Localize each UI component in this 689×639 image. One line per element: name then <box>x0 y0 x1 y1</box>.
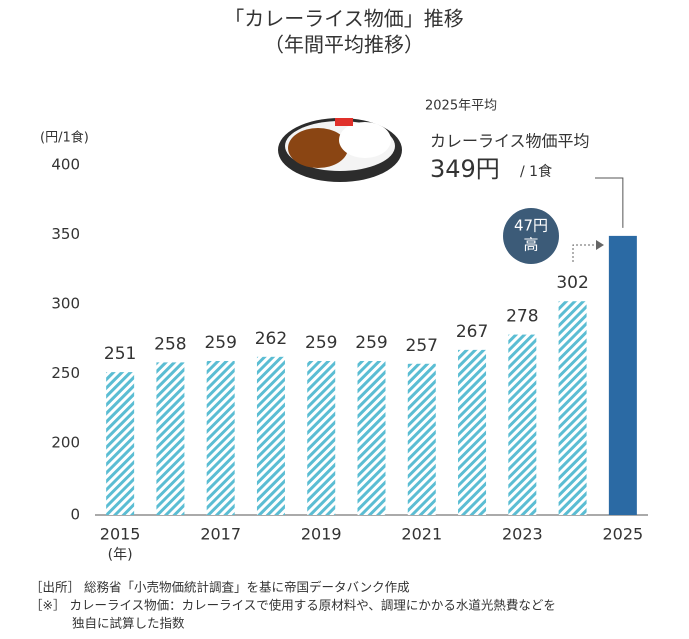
x-tick-label: 2025 <box>603 525 644 544</box>
chart-subtitle: （年間平均推移） <box>264 33 424 57</box>
curry <box>288 128 348 168</box>
curry-illustration <box>278 118 402 182</box>
data-label: 278 <box>506 307 538 327</box>
y-tick-label: 250 <box>51 364 80 382</box>
x-axis-label: (年) <box>108 547 133 563</box>
data-label: 262 <box>255 329 287 349</box>
data-label: 257 <box>406 336 438 356</box>
data-label: 259 <box>204 333 236 353</box>
bar <box>106 372 135 515</box>
data-label: 267 <box>456 322 488 342</box>
y-tick-label: 400 <box>51 156 80 174</box>
x-tick-label: 2017 <box>200 525 241 544</box>
bar <box>407 363 436 515</box>
y-axis-label: (円/1食) <box>40 130 89 146</box>
x-tick-label: 2015 <box>100 525 141 544</box>
callout-unit: / 1食 <box>520 163 552 180</box>
callout-name: カレーライス物価平均 <box>430 132 590 151</box>
rice <box>339 122 391 158</box>
x-tick-label: 2019 <box>301 525 342 544</box>
badge-arrow-head <box>596 240 604 250</box>
note: 独自に試算した指数 <box>72 616 185 631</box>
data-label: 251 <box>104 344 136 364</box>
data-label: 259 <box>355 333 387 353</box>
chart-title: 「カレーライス物価」推移 <box>224 7 463 31</box>
x-tick-label: 2021 <box>401 525 442 544</box>
bar <box>256 356 285 515</box>
bar <box>357 360 386 515</box>
bar <box>156 362 185 515</box>
badge-arrow <box>572 244 596 262</box>
bar <box>307 360 336 515</box>
badge <box>503 208 559 264</box>
y-tick-label: 0 <box>70 506 80 524</box>
note: ［※］ カレーライス物価：カレーライスで使用する原材料や、調理にかかる水道光熱費… <box>30 598 556 613</box>
bar <box>458 349 487 515</box>
note: ［出所］ 総務省「小売物価統計調査」を基に帝国データバンク作成 <box>30 580 410 595</box>
badge-text: 47円 <box>514 217 548 235</box>
callout-line <box>595 177 624 228</box>
y-tick-label: 200 <box>51 434 80 452</box>
data-label: 302 <box>556 273 588 293</box>
bar <box>608 235 637 515</box>
bar <box>508 334 537 515</box>
callout-heading: 2025年平均 <box>425 99 497 114</box>
pickles <box>335 118 353 126</box>
badge-text: 高 <box>523 236 538 254</box>
bar <box>206 360 235 515</box>
data-label: 258 <box>154 334 186 354</box>
x-tick-label: 2023 <box>502 525 543 544</box>
data-label: 259 <box>305 333 337 353</box>
bar <box>558 301 587 515</box>
y-tick-label: 300 <box>51 295 80 313</box>
y-tick-label: 350 <box>51 225 80 243</box>
callout-value: 349円 <box>430 155 500 183</box>
